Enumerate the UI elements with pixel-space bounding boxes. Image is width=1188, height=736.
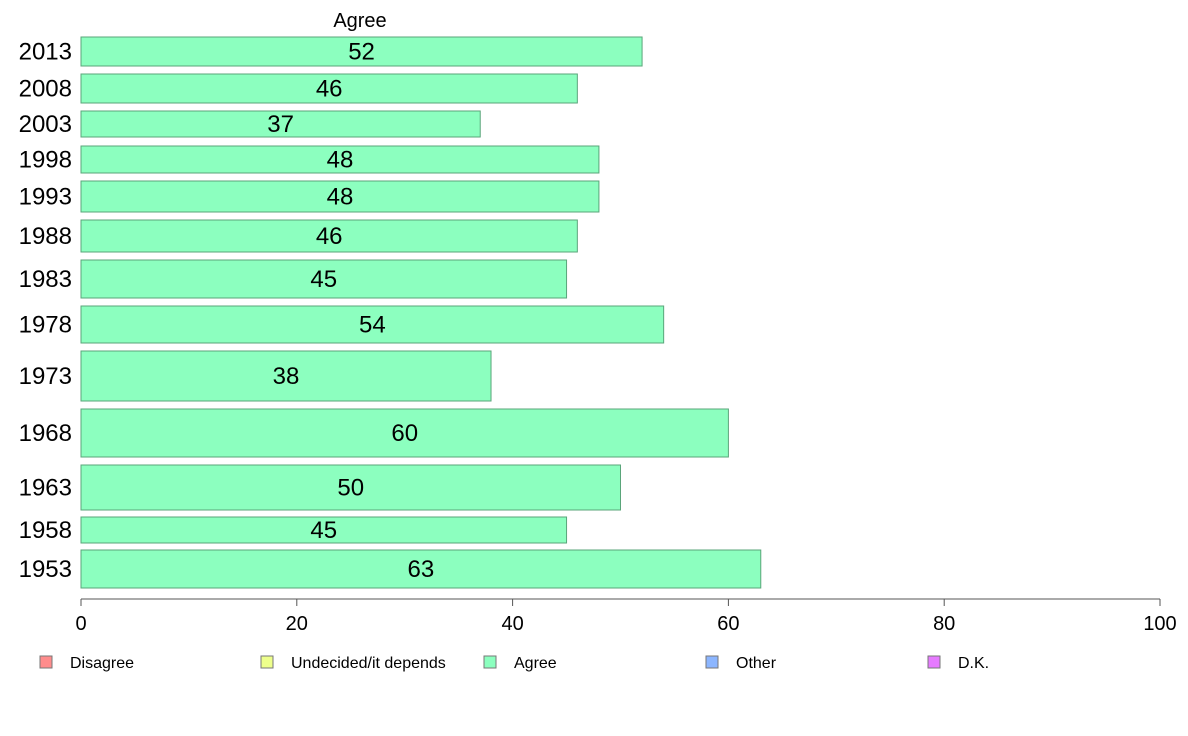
- category-label: 1953: [19, 556, 72, 583]
- x-tick-label: 20: [286, 613, 308, 635]
- bar-value-label: 60: [391, 420, 418, 447]
- category-label: 2013: [19, 39, 72, 66]
- bar-1958: [80, 516, 568, 544]
- bar-value-label: 46: [316, 223, 343, 250]
- category-label: 1968: [19, 420, 72, 447]
- x-tick-label: 100: [1143, 613, 1176, 635]
- bar-value-label: 48: [327, 184, 354, 211]
- x-tick-label: 40: [501, 613, 523, 635]
- category-label: 1993: [19, 184, 72, 211]
- category-label: 1958: [19, 517, 72, 544]
- bar-2013: [80, 36, 643, 67]
- bar-value-label: 45: [310, 517, 337, 544]
- bar-2003: [80, 110, 481, 138]
- bar-1963: [80, 464, 621, 511]
- legend-swatch: [927, 655, 941, 669]
- bar-value-label: 45: [310, 266, 337, 293]
- bar-1993: [80, 180, 600, 213]
- bar-value-label: 50: [337, 475, 364, 502]
- bar-value-label: 37: [267, 111, 294, 138]
- chart-title: Agree: [333, 10, 386, 32]
- bar-value-label: 52: [348, 39, 375, 66]
- category-label: 2008: [19, 76, 72, 103]
- legend-label: Agree: [514, 655, 557, 672]
- legend-label: D.K.: [958, 655, 989, 672]
- bar-value-label: 46: [316, 76, 343, 103]
- legend-label: Undecided/it depends: [291, 655, 446, 672]
- bar-value-label: 48: [327, 147, 354, 174]
- bar-1983: [80, 259, 568, 299]
- bar-1953: [80, 549, 762, 589]
- bar-1998: [80, 145, 600, 174]
- category-label: 1973: [19, 363, 72, 390]
- legend-label: Other: [736, 655, 777, 672]
- bar-value-label: 54: [359, 312, 386, 339]
- bar-1968: [80, 408, 729, 458]
- bars-group: 52 2013 46 2008 37 2003 48 1998 48 1993 46 1988 45 19…: [19, 36, 762, 589]
- bar-1978: [80, 305, 665, 344]
- bar-value-label: 63: [408, 556, 435, 583]
- legend-swatch: [483, 655, 497, 669]
- legend-swatch: [260, 655, 274, 669]
- x-tick-label: 60: [717, 613, 739, 635]
- x-axis: 0 20 40 60 80 100: [75, 598, 1177, 635]
- x-tick-label: 80: [933, 613, 955, 635]
- legend: Disagree Undecided/it depends Agree Other D.…: [39, 655, 989, 672]
- legend-swatch: [39, 655, 53, 669]
- bar-1988: [80, 219, 578, 253]
- category-label: 1988: [19, 223, 72, 250]
- bar-value-label: 38: [273, 363, 300, 390]
- category-label: 1998: [19, 147, 72, 174]
- category-label: 1963: [19, 475, 72, 502]
- category-label: 1983: [19, 266, 72, 293]
- bar-1973: [80, 350, 492, 402]
- category-label: 1978: [19, 312, 72, 339]
- legend-swatch: [705, 655, 719, 669]
- x-tick-label: 0: [75, 613, 86, 635]
- legend-label: Disagree: [70, 655, 134, 672]
- category-label: 2003: [19, 111, 72, 138]
- bar-2008: [80, 73, 578, 104]
